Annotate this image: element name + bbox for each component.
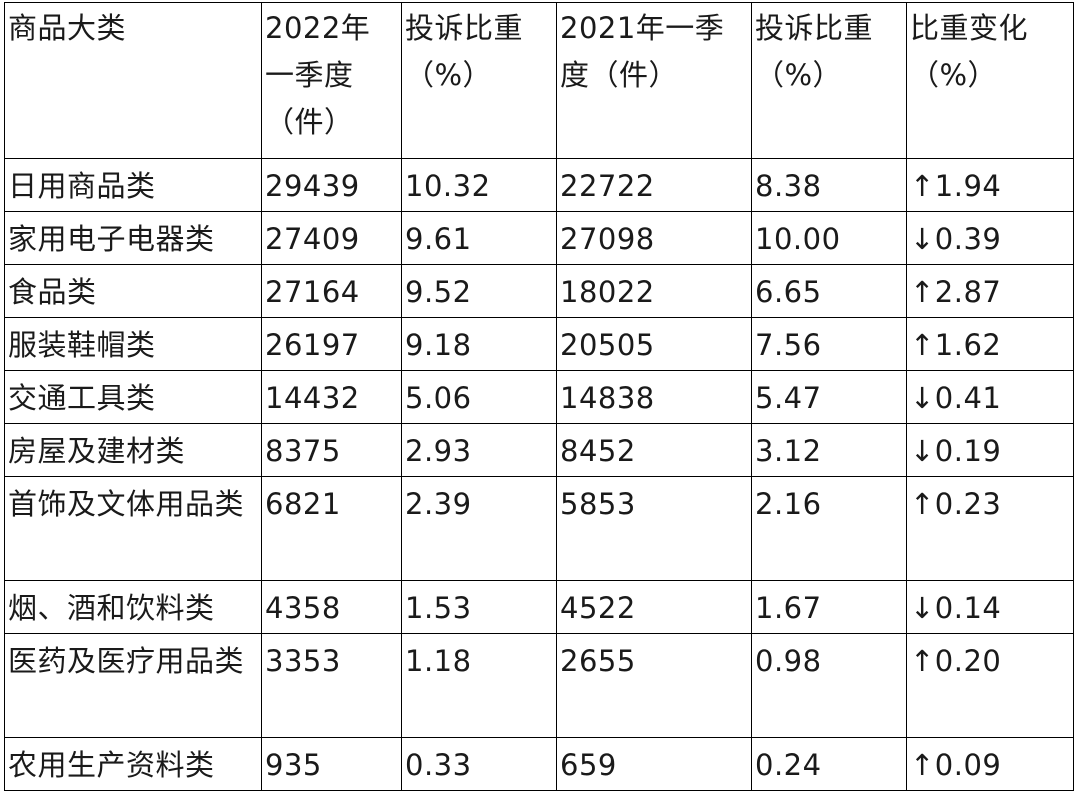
cell-2021-count: 18022 <box>556 264 752 318</box>
table-row: 服装鞋帽类 26197 9.18 20505 7.56 ↑1.62 <box>4 317 1074 371</box>
cell-2021-count: 22722 <box>556 158 752 212</box>
cell-2021-count: 20505 <box>556 317 752 371</box>
cell-2022-share: 9.18 <box>401 317 557 371</box>
cell-2021-share: 1.67 <box>751 580 907 634</box>
cell-2022-share: 1.18 <box>401 633 557 738</box>
table-header-row: 商品大类 2022年一季度（件） 投诉比重（%） 2021年一季度（件） 投诉比… <box>4 2 1074 159</box>
table-row: 医药及医疗用品类 3353 1.18 2655 0.98 ↑0.20 <box>4 633 1074 738</box>
cell-category: 交通工具类 <box>4 370 262 424</box>
cell-2021-count: 14838 <box>556 370 752 424</box>
cell-2021-count: 8452 <box>556 423 752 477</box>
cell-2022-count: 4358 <box>261 580 402 634</box>
table-row: 日用商品类 29439 10.32 22722 8.38 ↑1.94 <box>4 158 1074 212</box>
header-share-change: 比重变化（%） <box>906 2 1074 159</box>
cell-2021-share: 0.24 <box>751 737 907 791</box>
table-row: 食品类 27164 9.52 18022 6.65 ↑2.87 <box>4 264 1074 318</box>
cell-share-change: ↑1.62 <box>906 317 1074 371</box>
cell-2022-share: 10.32 <box>401 158 557 212</box>
header-2021-share: 投诉比重（%） <box>751 2 907 159</box>
header-2022-share: 投诉比重（%） <box>401 2 557 159</box>
cell-category: 日用商品类 <box>4 158 262 212</box>
table-row: 房屋及建材类 8375 2.93 8452 3.12 ↓0.19 <box>4 423 1074 477</box>
cell-2021-share: 3.12 <box>751 423 907 477</box>
cell-share-change: ↓0.39 <box>906 211 1074 265</box>
header-2021-q1-count: 2021年一季度（件） <box>556 2 752 159</box>
cell-2022-count: 935 <box>261 737 402 791</box>
cell-2021-share: 7.56 <box>751 317 907 371</box>
cell-2021-count: 27098 <box>556 211 752 265</box>
cell-2021-count: 659 <box>556 737 752 791</box>
cell-share-change: ↓0.41 <box>906 370 1074 424</box>
cell-2022-share: 1.53 <box>401 580 557 634</box>
header-category: 商品大类 <box>4 2 262 159</box>
cell-category: 农用生产资料类 <box>4 737 262 791</box>
cell-2021-count: 4522 <box>556 580 752 634</box>
cell-share-change: ↓0.19 <box>906 423 1074 477</box>
cell-2022-share: 2.39 <box>401 476 557 581</box>
cell-share-change: ↑0.20 <box>906 633 1074 738</box>
cell-category: 房屋及建材类 <box>4 423 262 477</box>
cell-2022-count: 3353 <box>261 633 402 738</box>
cell-2022-share: 9.52 <box>401 264 557 318</box>
table-row: 交通工具类 14432 5.06 14838 5.47 ↓0.41 <box>4 370 1074 424</box>
cell-2022-share: 0.33 <box>401 737 557 791</box>
cell-2021-share: 10.00 <box>751 211 907 265</box>
cell-2022-share: 2.93 <box>401 423 557 477</box>
table-row: 农用生产资料类 935 0.33 659 0.24 ↑0.09 <box>4 737 1074 791</box>
cell-2022-count: 8375 <box>261 423 402 477</box>
cell-2021-count: 5853 <box>556 476 752 581</box>
cell-category: 烟、酒和饮料类 <box>4 580 262 634</box>
cell-2021-share: 0.98 <box>751 633 907 738</box>
cell-2022-share: 5.06 <box>401 370 557 424</box>
cell-2022-count: 14432 <box>261 370 402 424</box>
cell-2021-share: 8.38 <box>751 158 907 212</box>
table-row: 首饰及文体用品类 6821 2.39 5853 2.16 ↑0.23 <box>4 476 1074 581</box>
cell-2021-share: 5.47 <box>751 370 907 424</box>
cell-category: 食品类 <box>4 264 262 318</box>
cell-share-change: ↑0.09 <box>906 737 1074 791</box>
cell-share-change: ↑2.87 <box>906 264 1074 318</box>
cell-2021-share: 6.65 <box>751 264 907 318</box>
cell-share-change: ↑0.23 <box>906 476 1074 581</box>
cell-2021-share: 2.16 <box>751 476 907 581</box>
cell-2022-share: 9.61 <box>401 211 557 265</box>
header-2022-q1-count: 2022年一季度（件） <box>261 2 402 159</box>
cell-category: 家用电子电器类 <box>4 211 262 265</box>
cell-share-change: ↑1.94 <box>906 158 1074 212</box>
cell-category: 首饰及文体用品类 <box>4 476 262 581</box>
cell-2021-count: 2655 <box>556 633 752 738</box>
cell-share-change: ↓0.14 <box>906 580 1074 634</box>
cell-2022-count: 26197 <box>261 317 402 371</box>
table-row: 烟、酒和饮料类 4358 1.53 4522 1.67 ↓0.14 <box>4 580 1074 634</box>
cell-2022-count: 27164 <box>261 264 402 318</box>
cell-2022-count: 29439 <box>261 158 402 212</box>
complaint-table: 商品大类 2022年一季度（件） 投诉比重（%） 2021年一季度（件） 投诉比… <box>4 2 1074 791</box>
cell-2022-count: 27409 <box>261 211 402 265</box>
cell-category: 医药及医疗用品类 <box>4 633 262 738</box>
cell-category: 服装鞋帽类 <box>4 317 262 371</box>
table-row: 家用电子电器类 27409 9.61 27098 10.00 ↓0.39 <box>4 211 1074 265</box>
cell-2022-count: 6821 <box>261 476 402 581</box>
